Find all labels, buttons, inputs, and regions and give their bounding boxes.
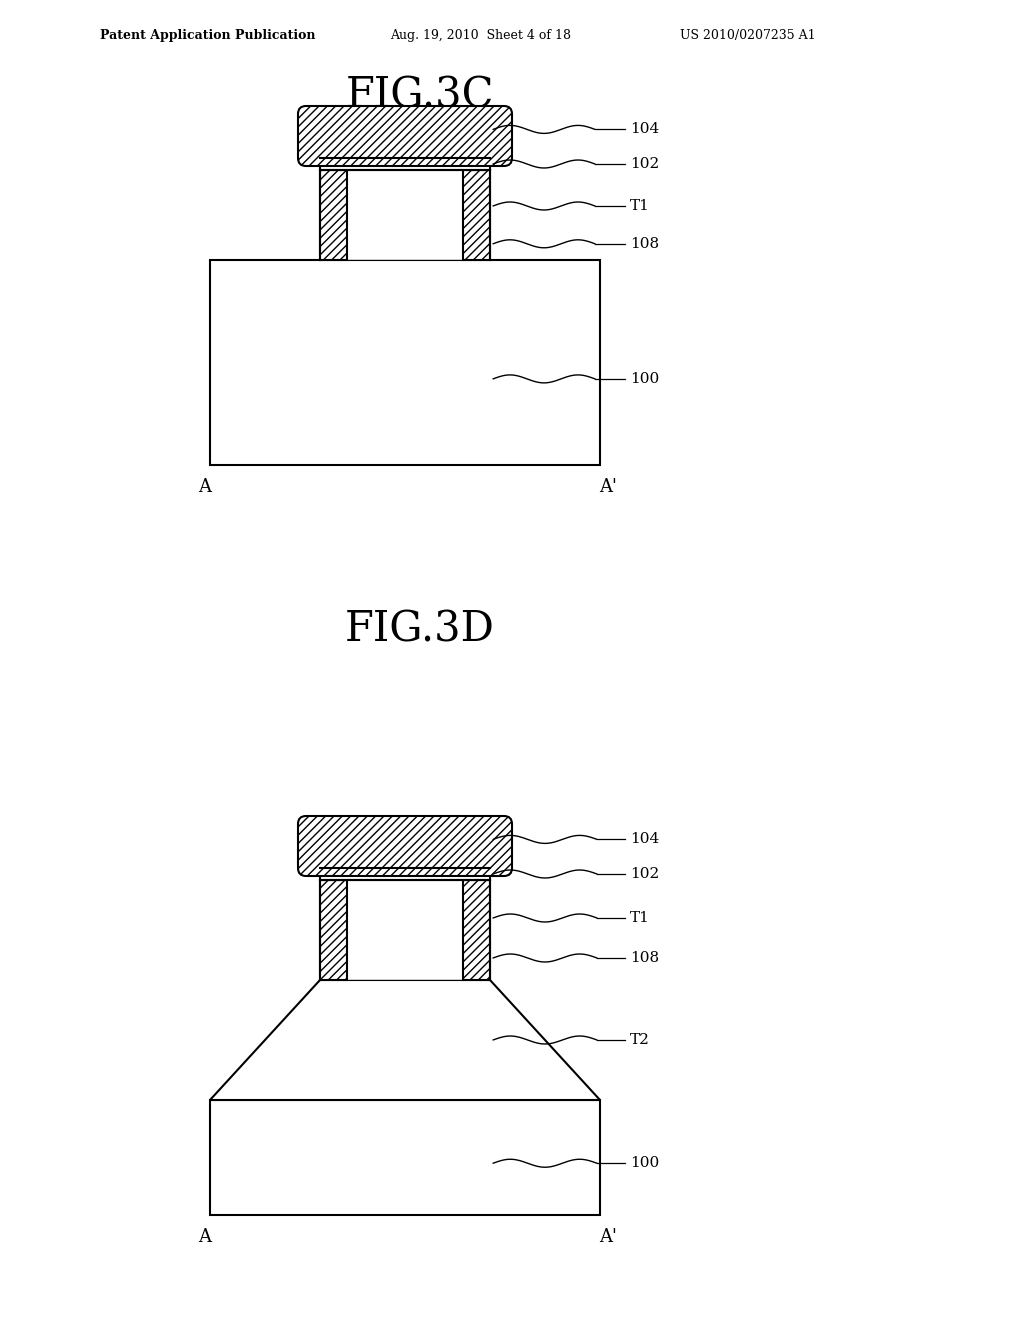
Text: T1: T1	[630, 911, 650, 925]
Bar	[319, 880, 347, 979]
Text: 104: 104	[630, 833, 659, 846]
Bar	[347, 170, 463, 260]
Text: 108: 108	[630, 950, 659, 965]
Bar	[210, 1100, 600, 1214]
Text: 108: 108	[630, 236, 659, 251]
Bar	[319, 170, 347, 260]
Text: Patent Application Publication: Patent Application Publication	[100, 29, 315, 41]
Text: 100: 100	[630, 1156, 659, 1171]
Text: 104: 104	[630, 123, 659, 136]
Bar	[210, 260, 600, 465]
Text: A': A'	[599, 478, 616, 496]
Text: A: A	[199, 478, 212, 496]
Text: US 2010/0207235 A1: US 2010/0207235 A1	[680, 29, 816, 41]
Polygon shape	[210, 979, 600, 1100]
FancyBboxPatch shape	[298, 106, 512, 166]
Text: 102: 102	[630, 867, 659, 880]
Text: A: A	[199, 1228, 212, 1246]
Bar	[347, 880, 463, 979]
Bar	[463, 880, 490, 979]
Text: Aug. 19, 2010  Sheet 4 of 18: Aug. 19, 2010 Sheet 4 of 18	[390, 29, 571, 41]
Bar	[319, 158, 490, 170]
Bar	[463, 170, 490, 260]
FancyBboxPatch shape	[298, 816, 512, 876]
Text: T1: T1	[630, 199, 650, 213]
Text: 102: 102	[630, 157, 659, 172]
Text: A': A'	[599, 1228, 616, 1246]
Text: FIG.3D: FIG.3D	[345, 609, 495, 651]
Bar	[319, 869, 490, 880]
Text: T2: T2	[630, 1034, 650, 1047]
Text: FIG.3C: FIG.3C	[346, 74, 495, 116]
Text: 100: 100	[630, 372, 659, 385]
